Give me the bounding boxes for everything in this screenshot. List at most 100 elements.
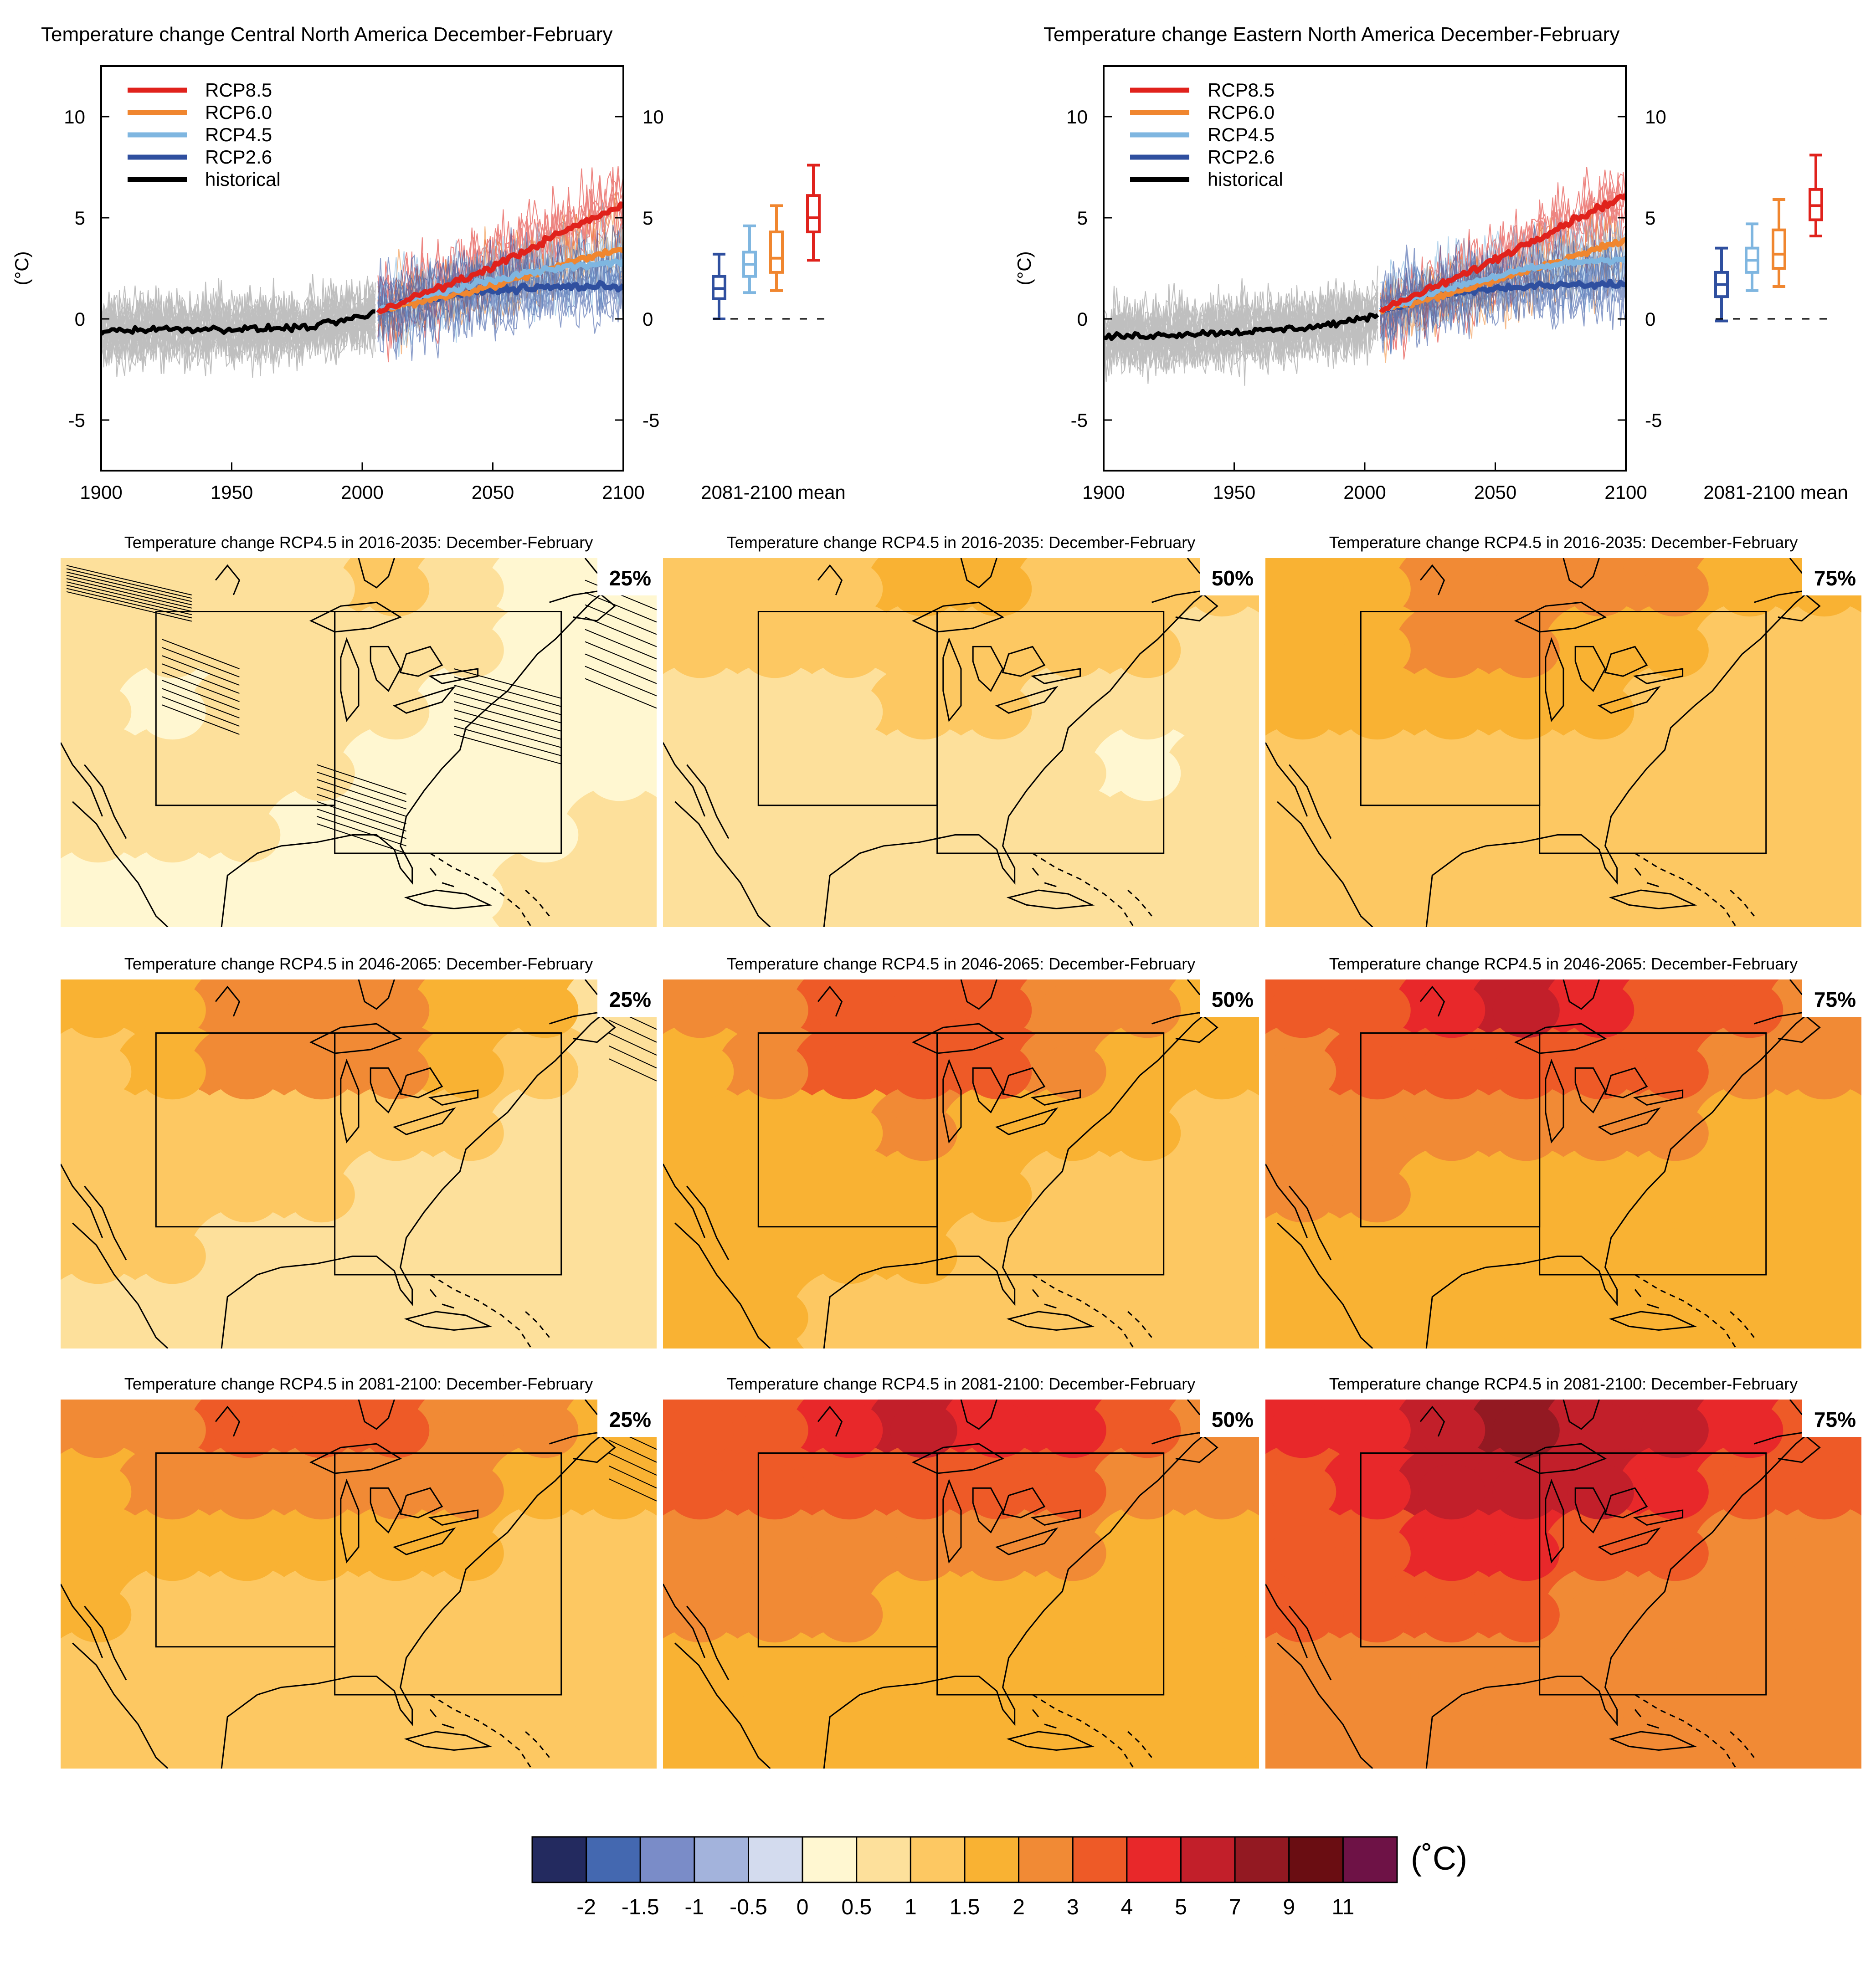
mean-line-rcp45 [1379, 256, 1626, 313]
legend-label: historical [205, 169, 281, 190]
colorbar-swatch [531, 1836, 587, 1883]
coastlines [663, 1400, 1242, 1769]
boxplot-rcp45 [1745, 222, 1759, 292]
legend-label: RCP4.5 [1208, 124, 1275, 145]
region-boxes [1360, 610, 1767, 854]
colorbar-tick-label: 2 [1013, 1895, 1025, 1919]
colorbar-swatch [1342, 1836, 1398, 1883]
map-panel-3: Temperature change RCP4.5 in 2016-2035: … [1265, 533, 1861, 927]
region-boxes [155, 1032, 562, 1276]
percentile-label-bg [597, 1400, 657, 1437]
colorbar-swatch [1072, 1836, 1128, 1883]
colorbar-swatch [1180, 1836, 1236, 1883]
legend-label: RCP8.5 [1208, 79, 1275, 101]
percentile-label: 50% [1212, 988, 1254, 1011]
map-panel-6: Temperature change RCP4.5 in 2046-2065: … [1265, 954, 1861, 1349]
boxplot-rcp60 [1772, 198, 1786, 288]
map-panel-8: Temperature change RCP4.5 in 2081-2100: … [663, 1374, 1259, 1769]
percentile-label-bg [1802, 979, 1861, 1017]
y-tick-label: -5 [1071, 410, 1088, 431]
map-title: Temperature change RCP4.5 in 2046-2065: … [1329, 954, 1798, 973]
map-title: Temperature change RCP4.5 in 2081-2100: … [124, 1374, 593, 1393]
region-boxes [757, 1032, 1165, 1276]
coastlines [663, 979, 1242, 1349]
coastlines [663, 558, 1242, 927]
mean-line-rcp85 [1379, 193, 1626, 313]
y-axis-label: (°C) [11, 251, 32, 285]
map-title: Temperature change RCP4.5 in 2081-2100: … [1329, 1374, 1798, 1393]
map-panel-5: Temperature change RCP4.5 in 2046-2065: … [663, 954, 1259, 1349]
colorbar-tick-label: 11 [1331, 1895, 1354, 1919]
boxplot-rcp85 [806, 164, 821, 262]
colorbar-tick-label: 7 [1229, 1895, 1241, 1919]
temperature-field [663, 558, 1259, 927]
coastlines [1265, 1400, 1844, 1769]
colorbar-swatch [748, 1836, 803, 1883]
mean-line-rcp60 [377, 247, 623, 315]
region-box-eastern [1539, 1452, 1767, 1696]
colorbar-unit-label: (˚C) [1411, 1841, 1467, 1877]
percentile-label-bg [1802, 558, 1861, 595]
percentile-label-bg [597, 558, 657, 595]
x-tick-label: 1900 [1082, 482, 1125, 503]
colorbar-swatch [694, 1836, 749, 1883]
region-box-eastern [334, 610, 562, 854]
legend-label: RCP6.0 [1208, 102, 1275, 123]
colorbar-tick-label: -2 [576, 1895, 596, 1919]
temperature-field [61, 558, 657, 927]
percentile-label-bg [1200, 979, 1259, 1017]
x-tick-label: 2100 [1604, 482, 1647, 503]
mean-line-historical [101, 309, 375, 336]
colorbar-tick-label: 1 [905, 1895, 917, 1919]
region-boxes [155, 1452, 562, 1696]
region-box-eastern [1539, 1032, 1767, 1276]
boxplot-axis-label: 2081-2100 mean [701, 482, 846, 503]
x-tick-label: 2000 [1343, 482, 1386, 503]
temperature-field [61, 979, 657, 1349]
percentile-label-bg [1802, 1400, 1861, 1437]
colorbar-swatch [910, 1836, 966, 1883]
maps-layer: Temperature change RCP4.5 in 2016-2035: … [61, 533, 1861, 1769]
colorbar-tick-label: -1 [685, 1895, 704, 1919]
map-title: Temperature change RCP4.5 in 2046-2065: … [124, 954, 593, 973]
colorbar-tick-label: 4 [1121, 1895, 1133, 1919]
colorbar-tick-label: 1.5 [950, 1895, 980, 1919]
y-tick-label-right: 5 [1645, 207, 1655, 229]
y-tick-label: 10 [1066, 106, 1088, 128]
region-box-eastern [334, 1452, 562, 1696]
map-title: Temperature change RCP4.5 in 2081-2100: … [727, 1374, 1196, 1393]
mean-line-rcp85 [376, 201, 623, 314]
region-boxes [757, 1452, 1165, 1696]
boxplot-rcp85 [1809, 154, 1823, 237]
timeseries-panel-1: Temperature change Central North America… [11, 23, 846, 503]
y-tick-label: 5 [1077, 207, 1088, 229]
map-title: Temperature change RCP4.5 in 2016-2035: … [727, 533, 1196, 552]
x-tick-label: 1900 [80, 482, 122, 503]
colorbar-tick-label: 5 [1175, 1895, 1187, 1919]
y-tick-label-right: -5 [642, 410, 659, 431]
temperature-field [663, 1400, 1259, 1769]
colorbar-swatch [1018, 1836, 1074, 1883]
region-box-eastern [936, 610, 1165, 854]
y-tick-label: -5 [68, 410, 85, 431]
region-box-eastern [1539, 610, 1767, 854]
colorbar-tick-label: -1.5 [622, 1895, 659, 1919]
percentile-label-bg [1200, 1400, 1259, 1437]
legend-label: RCP2.6 [1208, 146, 1275, 168]
y-tick-label-right: 0 [1645, 308, 1655, 330]
map-panel-2: Temperature change RCP4.5 in 2016-2035: … [663, 533, 1259, 927]
y-tick-label-right: 10 [642, 106, 664, 128]
map-panel-4: Temperature change RCP4.5 in 2046-2065: … [61, 954, 657, 1349]
percentile-label: 75% [1814, 566, 1856, 590]
legend-label: RCP2.6 [205, 146, 272, 168]
map-panel-9: Temperature change RCP4.5 in 2081-2100: … [1265, 1374, 1861, 1769]
timeseries-panel-2: Temperature change Eastern North America… [1013, 23, 1848, 503]
x-tick-label: 1950 [1213, 482, 1255, 503]
x-tick-label: 2000 [341, 482, 383, 503]
region-boxes [1360, 1032, 1767, 1276]
timeseries-title: Temperature change Central North America… [41, 23, 613, 46]
y-tick-label-right: 5 [642, 207, 653, 229]
percentile-label: 25% [609, 1408, 651, 1431]
x-tick-label: 2050 [1474, 482, 1516, 503]
